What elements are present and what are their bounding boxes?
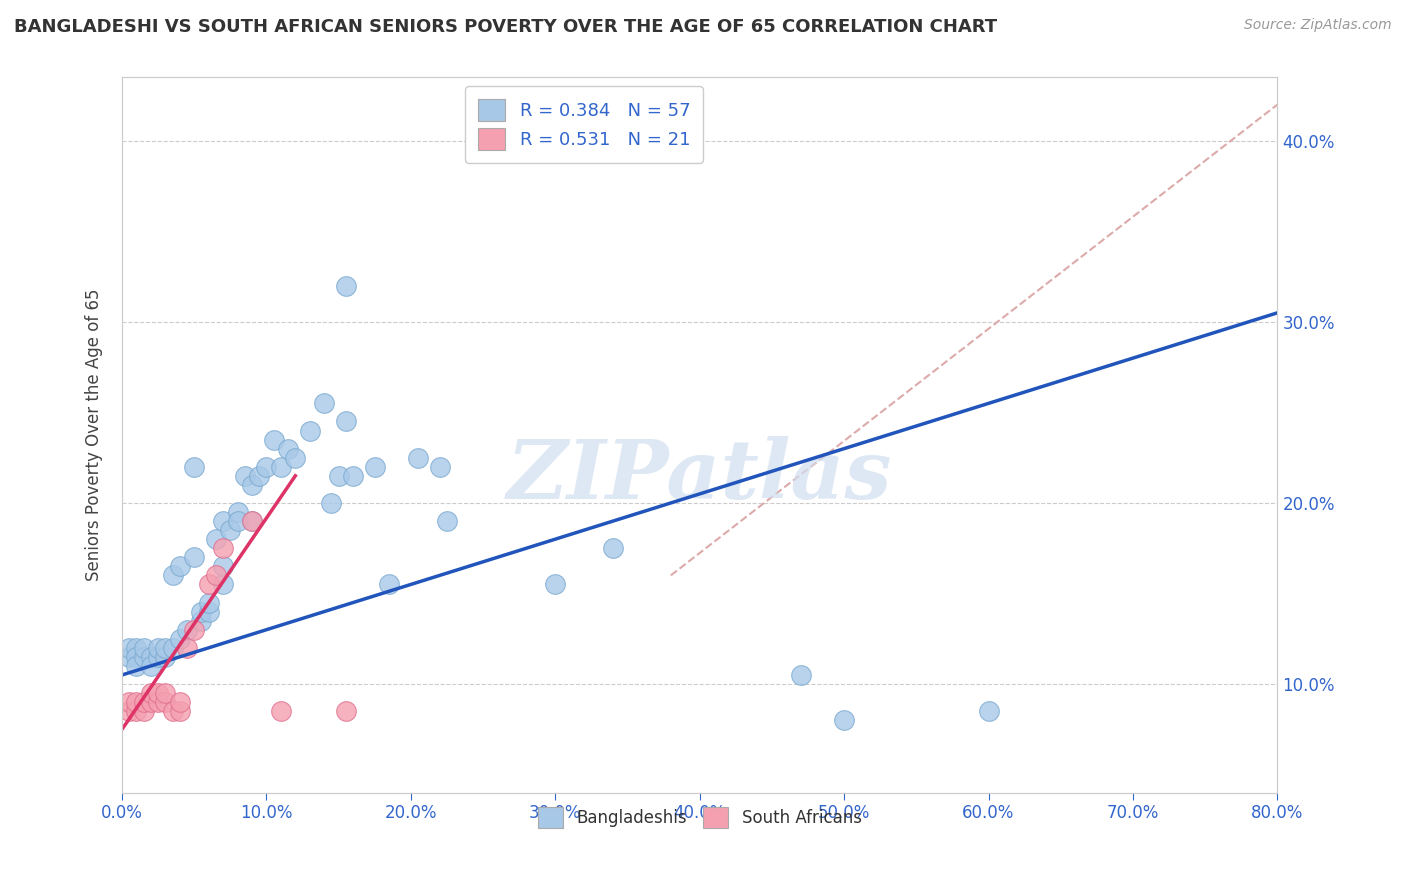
Point [263,433,285,447]
Point [125,649,148,664]
Point [146,686,169,700]
Point [132,704,155,718]
Point [155,686,177,700]
Point [406,450,429,465]
Point [125,640,148,655]
Point [169,704,191,718]
Point [146,640,169,655]
Point [240,514,263,528]
Point [233,468,256,483]
Point [155,695,177,709]
Point [314,396,336,410]
Point [328,468,350,483]
Point [212,559,235,574]
Y-axis label: Seniors Poverty Over the Age of 65: Seniors Poverty Over the Age of 65 [86,289,103,582]
Point [335,414,357,428]
Point [169,695,191,709]
Point [429,459,451,474]
Point [183,459,205,474]
Point [118,695,141,709]
Point [240,514,263,528]
Point [270,704,292,718]
Point [270,459,292,474]
Point [125,695,148,709]
Legend: Bangladeshis, South Africans: Bangladeshis, South Africans [531,801,869,834]
Point [139,695,162,709]
Point [298,424,321,438]
Point [197,595,219,609]
Point [155,649,177,664]
Point [155,640,177,655]
Point [226,505,249,519]
Point [118,649,141,664]
Point [240,478,263,492]
Point [118,704,141,718]
Point [284,450,307,465]
Text: ZIPatlas: ZIPatlas [508,436,893,516]
Point [176,623,198,637]
Point [146,695,169,709]
Point [364,459,387,474]
Point [169,559,191,574]
Point [335,704,357,718]
Point [212,577,235,591]
Point [169,632,191,646]
Point [197,577,219,591]
Point [183,623,205,637]
Point [212,514,235,528]
Point [146,649,169,664]
Point [162,704,184,718]
Point [176,640,198,655]
Point [139,659,162,673]
Point [118,640,141,655]
Point [226,514,249,528]
Point [205,568,228,582]
Point [544,577,567,591]
Point [183,550,205,565]
Point [132,695,155,709]
Point [162,640,184,655]
Point [190,605,212,619]
Point [342,468,364,483]
Point [212,541,235,556]
Point [436,514,458,528]
Point [832,713,855,727]
Point [321,496,343,510]
Text: Source: ZipAtlas.com: Source: ZipAtlas.com [1244,18,1392,32]
Text: BANGLADESHI VS SOUTH AFRICAN SENIORS POVERTY OVER THE AGE OF 65 CORRELATION CHAR: BANGLADESHI VS SOUTH AFRICAN SENIORS POV… [14,18,997,36]
Point [247,468,270,483]
Point [277,442,299,456]
Point [219,523,242,537]
Point [790,668,813,682]
Point [125,659,148,673]
Point [132,640,155,655]
Point [139,649,162,664]
Point [977,704,1000,718]
Point [139,686,162,700]
Point [125,704,148,718]
Point [256,459,278,474]
Point [162,568,184,582]
Point [602,541,624,556]
Point [335,278,357,293]
Point [205,532,228,546]
Point [132,649,155,664]
Point [197,605,219,619]
Point [190,614,212,628]
Point [378,577,401,591]
